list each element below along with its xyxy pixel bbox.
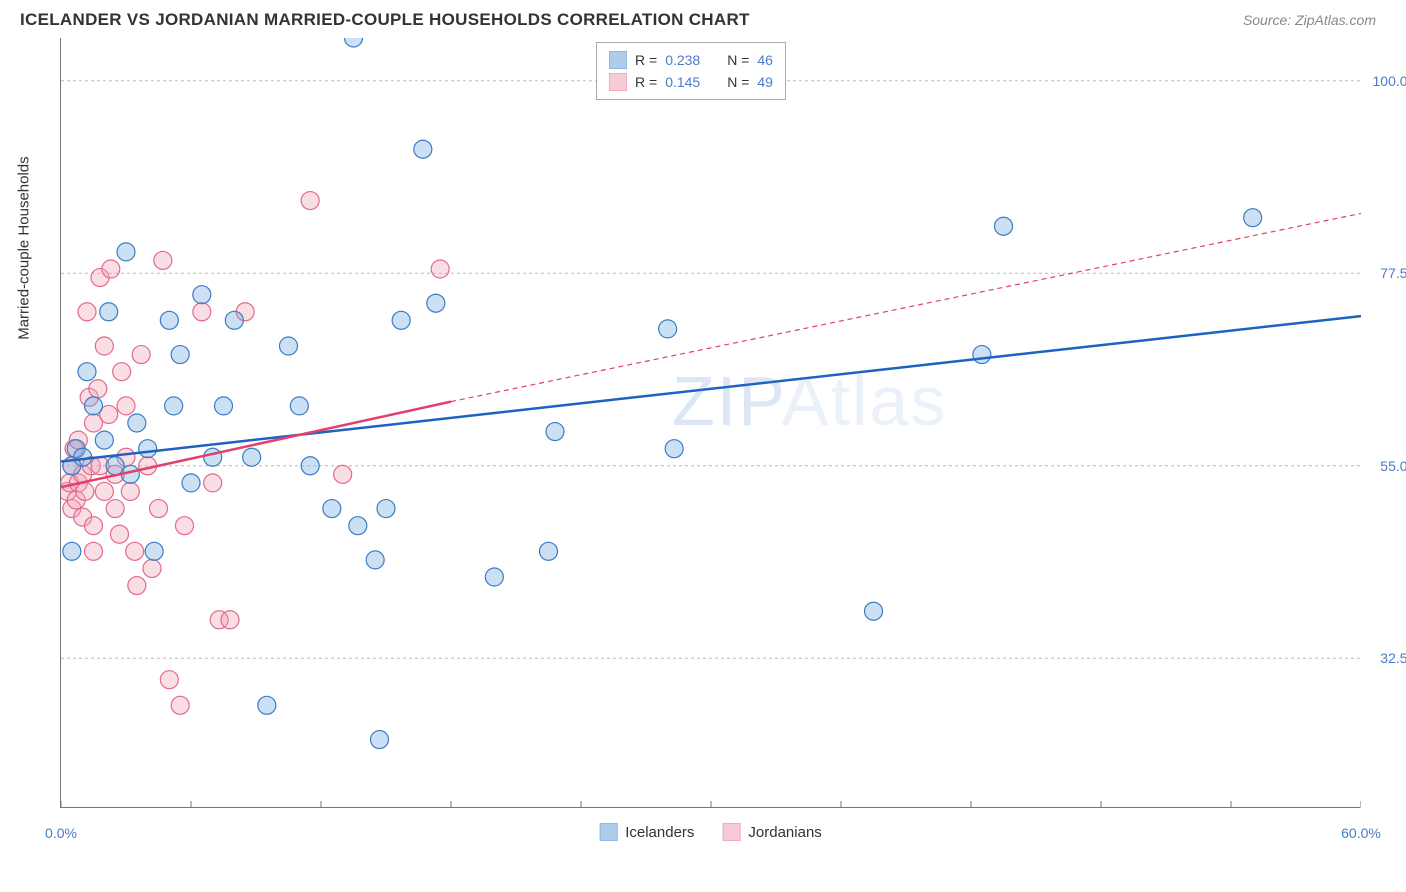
n-label: N =: [727, 74, 749, 90]
r-label: R =: [635, 52, 657, 68]
r-label: R =: [635, 74, 657, 90]
y-axis-label: Married-couple Households: [16, 156, 33, 339]
legend-swatch: [609, 73, 627, 91]
n-value: 46: [757, 52, 773, 68]
y-tick-label: 77.5%: [1380, 265, 1406, 281]
correlation-legend-row: R = 0.145 N = 49: [609, 71, 773, 93]
y-tick-label: 100.0%: [1373, 73, 1406, 89]
x-tick-label: 60.0%: [1341, 825, 1381, 841]
plot-area: R =0.238N =46R =0.145N =49 ZIPAtlas Icel…: [60, 38, 1360, 808]
x-tick-label: 0.0%: [45, 825, 77, 841]
correlation-legend-row: R = 0.238 N = 46: [609, 49, 773, 71]
r-value: 0.145: [665, 74, 713, 90]
series-legend-item: Jordanians: [722, 823, 821, 841]
n-value: 49: [757, 74, 773, 90]
series-name: Icelanders: [625, 824, 694, 841]
correlation-legend: R = 0.238 N = 46 R = 0.145 N = 49: [596, 42, 786, 100]
source-label: Source: ZipAtlas.com: [1243, 12, 1376, 28]
chart-title: ICELANDER VS JORDANIAN MARRIED-COUPLE HO…: [20, 10, 750, 30]
scatter-svg: [61, 38, 1361, 808]
y-tick-label: 55.0%: [1380, 458, 1406, 474]
n-label: N =: [727, 52, 749, 68]
chart-wrapper: Married-couple Households R =0.238N =46R…: [20, 38, 1386, 808]
series-legend: Icelanders Jordanians: [599, 823, 822, 841]
legend-swatch: [599, 823, 617, 841]
series-legend-item: Icelanders: [599, 823, 694, 841]
legend-swatch: [722, 823, 740, 841]
series-name: Jordanians: [748, 824, 821, 841]
legend-swatch: [609, 51, 627, 69]
y-tick-label: 32.5%: [1380, 650, 1406, 666]
r-value: 0.238: [665, 52, 713, 68]
